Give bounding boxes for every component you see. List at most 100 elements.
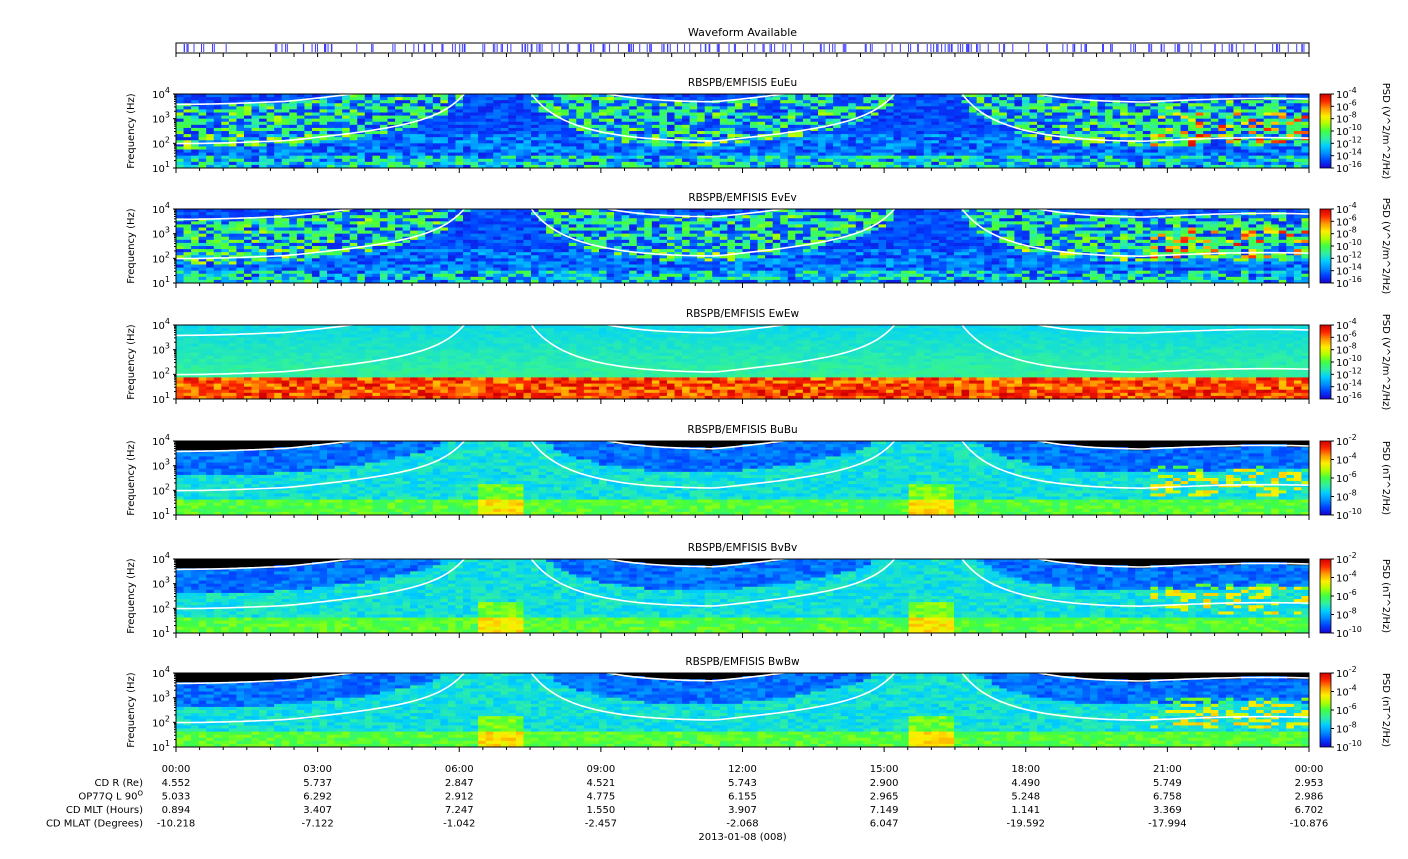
spectrogram-cell <box>319 112 328 117</box>
spectrogram-cell <box>621 115 630 120</box>
spectrogram-cell <box>1052 158 1061 163</box>
spectrogram-cell <box>357 270 366 275</box>
spectrogram-cell <box>1195 146 1204 151</box>
spectrogram-cell <box>281 233 290 238</box>
spectrogram-cell <box>221 109 230 114</box>
spectrogram-cell <box>704 109 713 114</box>
spectrogram-cell <box>916 106 925 111</box>
spectrogram-cell <box>372 258 381 263</box>
spectrogram-cell <box>327 276 336 281</box>
spectrogram-cell <box>878 143 887 148</box>
spectrogram-cell <box>311 109 321 114</box>
spectrogram-cell <box>1165 103 1174 107</box>
spectrogram-cell <box>765 112 774 117</box>
spectrogram-cell <box>946 100 955 104</box>
spectrogram-cell <box>1014 97 1023 101</box>
spectrogram-cell <box>1263 158 1272 163</box>
spectrogram-cell <box>1082 103 1091 107</box>
spectrogram-cell <box>742 106 751 111</box>
spectrogram-cell <box>969 140 978 144</box>
spectrogram-cell <box>901 146 910 151</box>
spectrogram-cell <box>1180 134 1189 138</box>
spectrogram-cell <box>311 152 321 157</box>
spectrogram-cell <box>1112 161 1121 166</box>
spectrogram-cell <box>840 121 849 126</box>
spectrogram-cell <box>931 103 940 107</box>
spectrogram-cell <box>176 227 185 232</box>
spectrogram-cell <box>840 131 849 135</box>
spectrogram-cell <box>478 230 487 235</box>
spectrogram-cell <box>750 109 759 114</box>
spectrogram-cell <box>478 124 487 129</box>
spectrogram-cell <box>523 140 532 144</box>
spectrogram-cell <box>1248 155 1257 160</box>
spectrogram-cell <box>568 161 577 166</box>
spectrogram-cell <box>916 134 925 138</box>
spectrogram-cell <box>825 152 834 157</box>
spectrogram-cell <box>289 246 298 250</box>
spectrogram-cell <box>908 109 917 114</box>
spectrogram-cell <box>228 164 238 168</box>
spectrogram-cell <box>470 270 479 275</box>
spectrogram-cell <box>206 230 215 235</box>
spectrogram-cell <box>191 233 200 238</box>
spectrogram-cell <box>1173 106 1182 111</box>
spectrogram-cell <box>311 155 321 160</box>
spectrogram-cell <box>1089 97 1099 101</box>
spectrogram-cell <box>198 215 207 219</box>
spectrogram-cell <box>765 100 774 104</box>
spectrogram-cell <box>810 103 819 107</box>
spectrogram-cell <box>795 94 804 98</box>
spectrogram-cell <box>1293 134 1303 138</box>
spectrogram-cell <box>311 161 321 166</box>
spectrogram-cell <box>855 109 864 114</box>
spectrogram-cell <box>916 149 925 154</box>
spectrogram-cell <box>206 97 215 101</box>
spectrogram-cell <box>780 152 789 157</box>
spectrogram-cell <box>1105 103 1114 107</box>
spectrogram-cell <box>432 270 441 275</box>
spectrogram-cell <box>1014 109 1023 114</box>
spectrogram-cell <box>848 127 857 132</box>
spectrogram-cell <box>1021 137 1031 141</box>
spectrogram-cell <box>1150 149 1159 154</box>
spectrogram-cell <box>191 246 200 250</box>
spectrogram-cell <box>274 103 283 107</box>
spectrogram-cell <box>659 134 668 138</box>
spectrogram-cell <box>855 164 864 168</box>
spectrogram-cell <box>1067 94 1076 98</box>
spectrogram-cell <box>304 267 313 272</box>
spectrogram-cell <box>591 134 600 138</box>
spectrogram-cell <box>410 127 419 132</box>
spectrogram-cell <box>311 115 321 120</box>
spectrogram-cell <box>999 146 1008 151</box>
spectrogram-cell <box>463 112 472 117</box>
spectrogram-cell <box>697 149 706 154</box>
spectrogram-cell <box>327 239 336 244</box>
spectrogram-cell <box>417 112 426 117</box>
spectrogram-cell <box>1241 161 1250 166</box>
spectrogram-cell <box>243 161 253 166</box>
spectrogram-cell <box>289 149 298 154</box>
spectrogram-cell <box>425 252 434 256</box>
spectrogram-cell <box>228 236 238 241</box>
spectrogram-cell <box>1278 127 1287 132</box>
spectrogram-cell <box>1150 158 1159 163</box>
spectrogram-cell <box>485 161 494 166</box>
spectrogram-cell <box>833 164 842 168</box>
spectrogram-cell <box>402 279 411 283</box>
spectrogram-cell <box>410 209 419 213</box>
spectrogram-cell <box>833 146 842 151</box>
spectrogram-cell <box>1112 124 1121 129</box>
spectrogram-cell <box>1112 106 1121 111</box>
spectrogram-cell <box>251 124 260 129</box>
spectrogram-cell <box>402 209 411 213</box>
spectrogram-cell <box>349 140 358 144</box>
spectrogram-cell <box>1120 103 1129 107</box>
spectrogram-cell <box>916 103 925 107</box>
spectrogram-cell <box>183 152 192 157</box>
spectrogram-cell <box>455 215 464 219</box>
spectrogram-cell <box>1127 137 1136 141</box>
spectrogram-cell <box>470 236 479 241</box>
spectrogram-cell <box>531 152 540 157</box>
